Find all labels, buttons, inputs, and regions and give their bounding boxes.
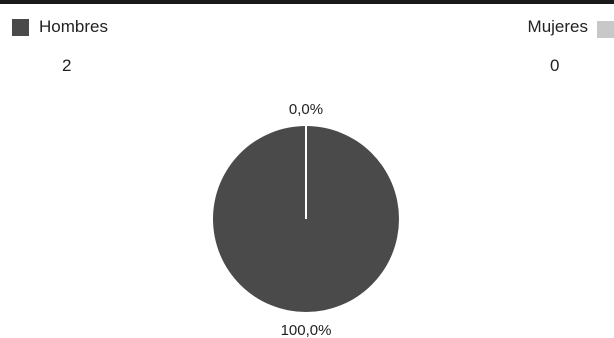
top-divider: [0, 0, 614, 4]
count-mujeres: 0: [550, 56, 560, 75]
legend-hombres: Hombres: [12, 17, 108, 37]
count-hombres: 2: [62, 56, 72, 75]
legend-swatch-hombres: [12, 18, 29, 36]
legend-swatch-mujeres: [597, 20, 614, 38]
legend-label-hombres: Hombres: [39, 17, 108, 36]
data-label-mujeres: 0,0%: [289, 101, 323, 118]
data-label-hombres: 100,0%: [281, 322, 332, 338]
legend-label-mujeres: Mujeres: [527, 17, 588, 36]
legend-mujeres: Mujeres: [527, 17, 614, 38]
